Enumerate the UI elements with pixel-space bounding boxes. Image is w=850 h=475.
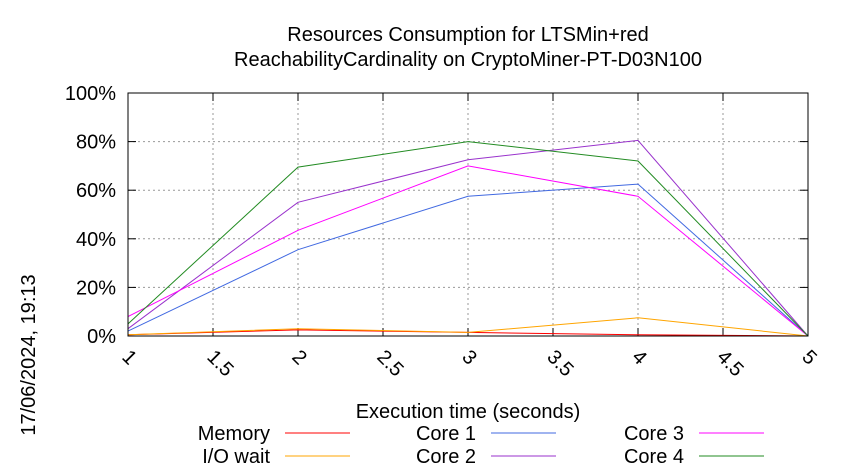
timestamp: 17/06/2024, 19:13 [18,274,40,435]
x-tick-label: 4 [627,346,650,369]
series-line-core-2 [127,139,809,337]
series-line-i-o-wait [127,317,809,337]
plot-border [127,92,809,337]
series-line-core-4 [127,141,809,337]
y-tick-label: 60% [76,180,116,202]
x-axis: 1 1.5 2 2.5 3 3.5 4 4.5 5 [117,93,821,381]
y-tick-label: 0% [87,326,116,348]
y-tick-label: 80% [76,132,116,154]
x-tick-label: 5 [797,346,820,369]
legend-label: Core 2 [416,446,476,468]
grid [128,93,808,336]
x-tick-label: 2 [287,346,310,369]
x-tick-label: 1.5 [202,346,237,381]
x-tick-label: 3 [457,346,480,369]
series-line-core-1 [127,183,809,337]
series-line-core-3 [127,165,809,337]
y-tick-label: 40% [76,229,116,251]
legend-label: I/O wait [202,446,270,468]
legend-label: Memory [198,423,270,445]
x-tick-label: 3.5 [542,346,577,381]
legend-label: Core 4 [624,446,684,468]
x-tick-label: 2.5 [372,346,407,381]
y-tick-label: 20% [76,277,116,299]
chart-title-line1: Resources Consumption for LTSMin+red [287,24,648,46]
legend-label: Core 1 [416,423,476,445]
y-axis: 0% 20% 40% 60% 80% 100% [65,83,808,348]
y-tick-label: 100% [65,83,116,105]
x-axis-label: Execution time (seconds) [356,401,581,423]
chart-title-line2: ReachabilityCardinality on CryptoMiner-P… [234,49,702,71]
series-lines [127,139,809,337]
x-tick-label: 1 [117,346,140,369]
x-tick-label: 4.5 [712,346,747,381]
legend-label: Core 3 [624,423,684,445]
